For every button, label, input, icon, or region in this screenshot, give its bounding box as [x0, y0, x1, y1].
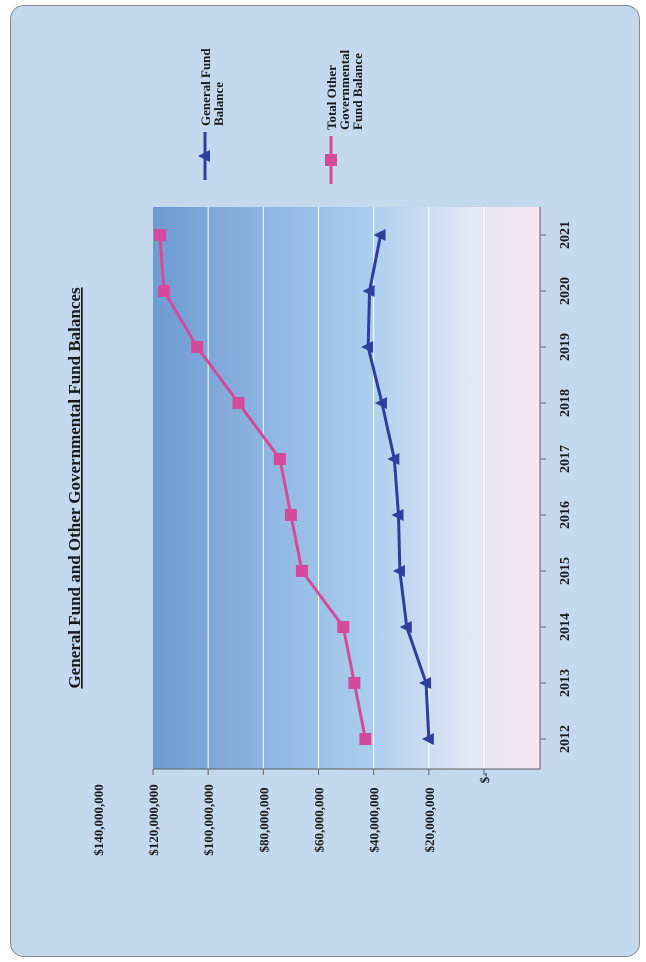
- data-point: [191, 341, 204, 353]
- y-tick-label: $80,000,000: [256, 788, 271, 853]
- x-tick-label: 2014: [558, 613, 573, 641]
- data-point: [419, 677, 432, 689]
- data-point: [325, 154, 337, 166]
- data-point: [374, 397, 387, 409]
- x-tick-label: 2012: [558, 725, 573, 753]
- data-point: [391, 509, 404, 521]
- y-tick-label: $40,000,000: [367, 788, 382, 853]
- x-tick-label: 2019: [558, 333, 573, 361]
- y-tick-label: $140,000,000: [91, 784, 106, 856]
- data-point: [348, 677, 361, 689]
- data-point: [337, 621, 350, 633]
- data-point: [232, 397, 245, 409]
- data-point: [362, 285, 375, 297]
- data-point: [153, 229, 166, 241]
- data-point: [392, 565, 405, 577]
- x-tick-label: 2013: [558, 669, 573, 697]
- data-point: [198, 150, 210, 162]
- legend-label: Fund Balance: [350, 53, 365, 130]
- data-point: [359, 733, 372, 745]
- y-tick-label: $-: [477, 773, 492, 784]
- data-point: [387, 453, 400, 465]
- data-point: [273, 453, 286, 465]
- x-tick-label: 2020: [558, 277, 573, 305]
- data-point: [158, 285, 171, 297]
- legend-label: General Fund: [198, 48, 213, 126]
- data-point: [284, 509, 297, 521]
- x-tick-label: 2016: [558, 501, 573, 529]
- series-line: [366, 234, 431, 740]
- legend-label: Total Other: [324, 65, 339, 130]
- series-line: [158, 234, 367, 740]
- x-tick-label: 2017: [558, 445, 573, 473]
- y-tick-label: $20,000,000: [422, 788, 437, 853]
- y-tick-label: $60,000,000: [312, 788, 327, 853]
- x-tick-label: 2018: [558, 389, 573, 417]
- data-point: [373, 229, 386, 241]
- chart-title: General Fund and Other Governmental Fund…: [65, 287, 84, 688]
- y-tick-label: $120,000,000: [146, 784, 161, 856]
- plot-area: [153, 207, 540, 769]
- data-point: [295, 565, 308, 577]
- x-tick-label: 2021: [558, 221, 573, 249]
- x-tick-label: 2015: [558, 557, 573, 585]
- y-tick-label: $100,000,000: [201, 784, 216, 856]
- legend-label: Balance: [211, 82, 226, 126]
- data-point: [399, 621, 412, 633]
- data-point: [421, 733, 434, 745]
- legend-label: Governmental: [337, 49, 352, 130]
- data-point: [361, 341, 374, 353]
